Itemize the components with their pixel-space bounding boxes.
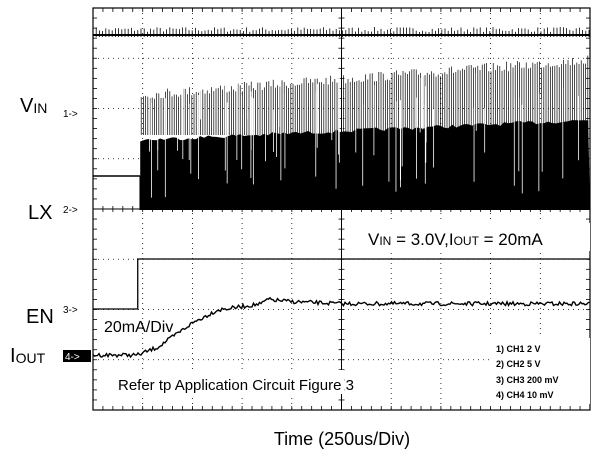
- trace-iout: [92, 296, 590, 359]
- trace-lx-switching-body: [140, 120, 590, 210]
- x-axis-label: Time (250us/Div): [274, 429, 410, 449]
- channel-setting-4: 4) CH4 10 mV: [496, 390, 554, 400]
- channel-marker-2: 2->: [63, 205, 78, 216]
- conditions-text: VIN = 3.0V,IOUT = 20mA: [368, 230, 543, 249]
- footnote-text: Refer tp Application Circuit Figure 3: [118, 377, 354, 394]
- channel-setting-2: 2) CH2 5 V: [496, 359, 541, 369]
- channel-label-en: EN: [26, 306, 54, 328]
- channel-marker-4: 4->: [65, 352, 80, 363]
- channel-setting-1: 1) CH1 2 V: [496, 344, 541, 354]
- channel-marker-3: 3->: [63, 305, 78, 316]
- footnote-backdrop: [112, 370, 344, 394]
- trace-en: [93, 258, 590, 310]
- channel-label-vin: VIN: [20, 95, 47, 117]
- channel-settings-backdrop: [490, 338, 590, 404]
- channel-marker-1: 1->: [63, 109, 78, 120]
- channel-label-iout: IOUT: [10, 345, 46, 367]
- channel-marker-4-box: [63, 350, 91, 362]
- current-scale-label: 20mA/Div: [104, 319, 173, 336]
- channel-label-lx: LX: [28, 202, 52, 224]
- conditions-backdrop: [362, 223, 590, 251]
- channel-setting-3: 3) CH3 200 mV: [496, 375, 559, 385]
- traces: [92, 27, 590, 359]
